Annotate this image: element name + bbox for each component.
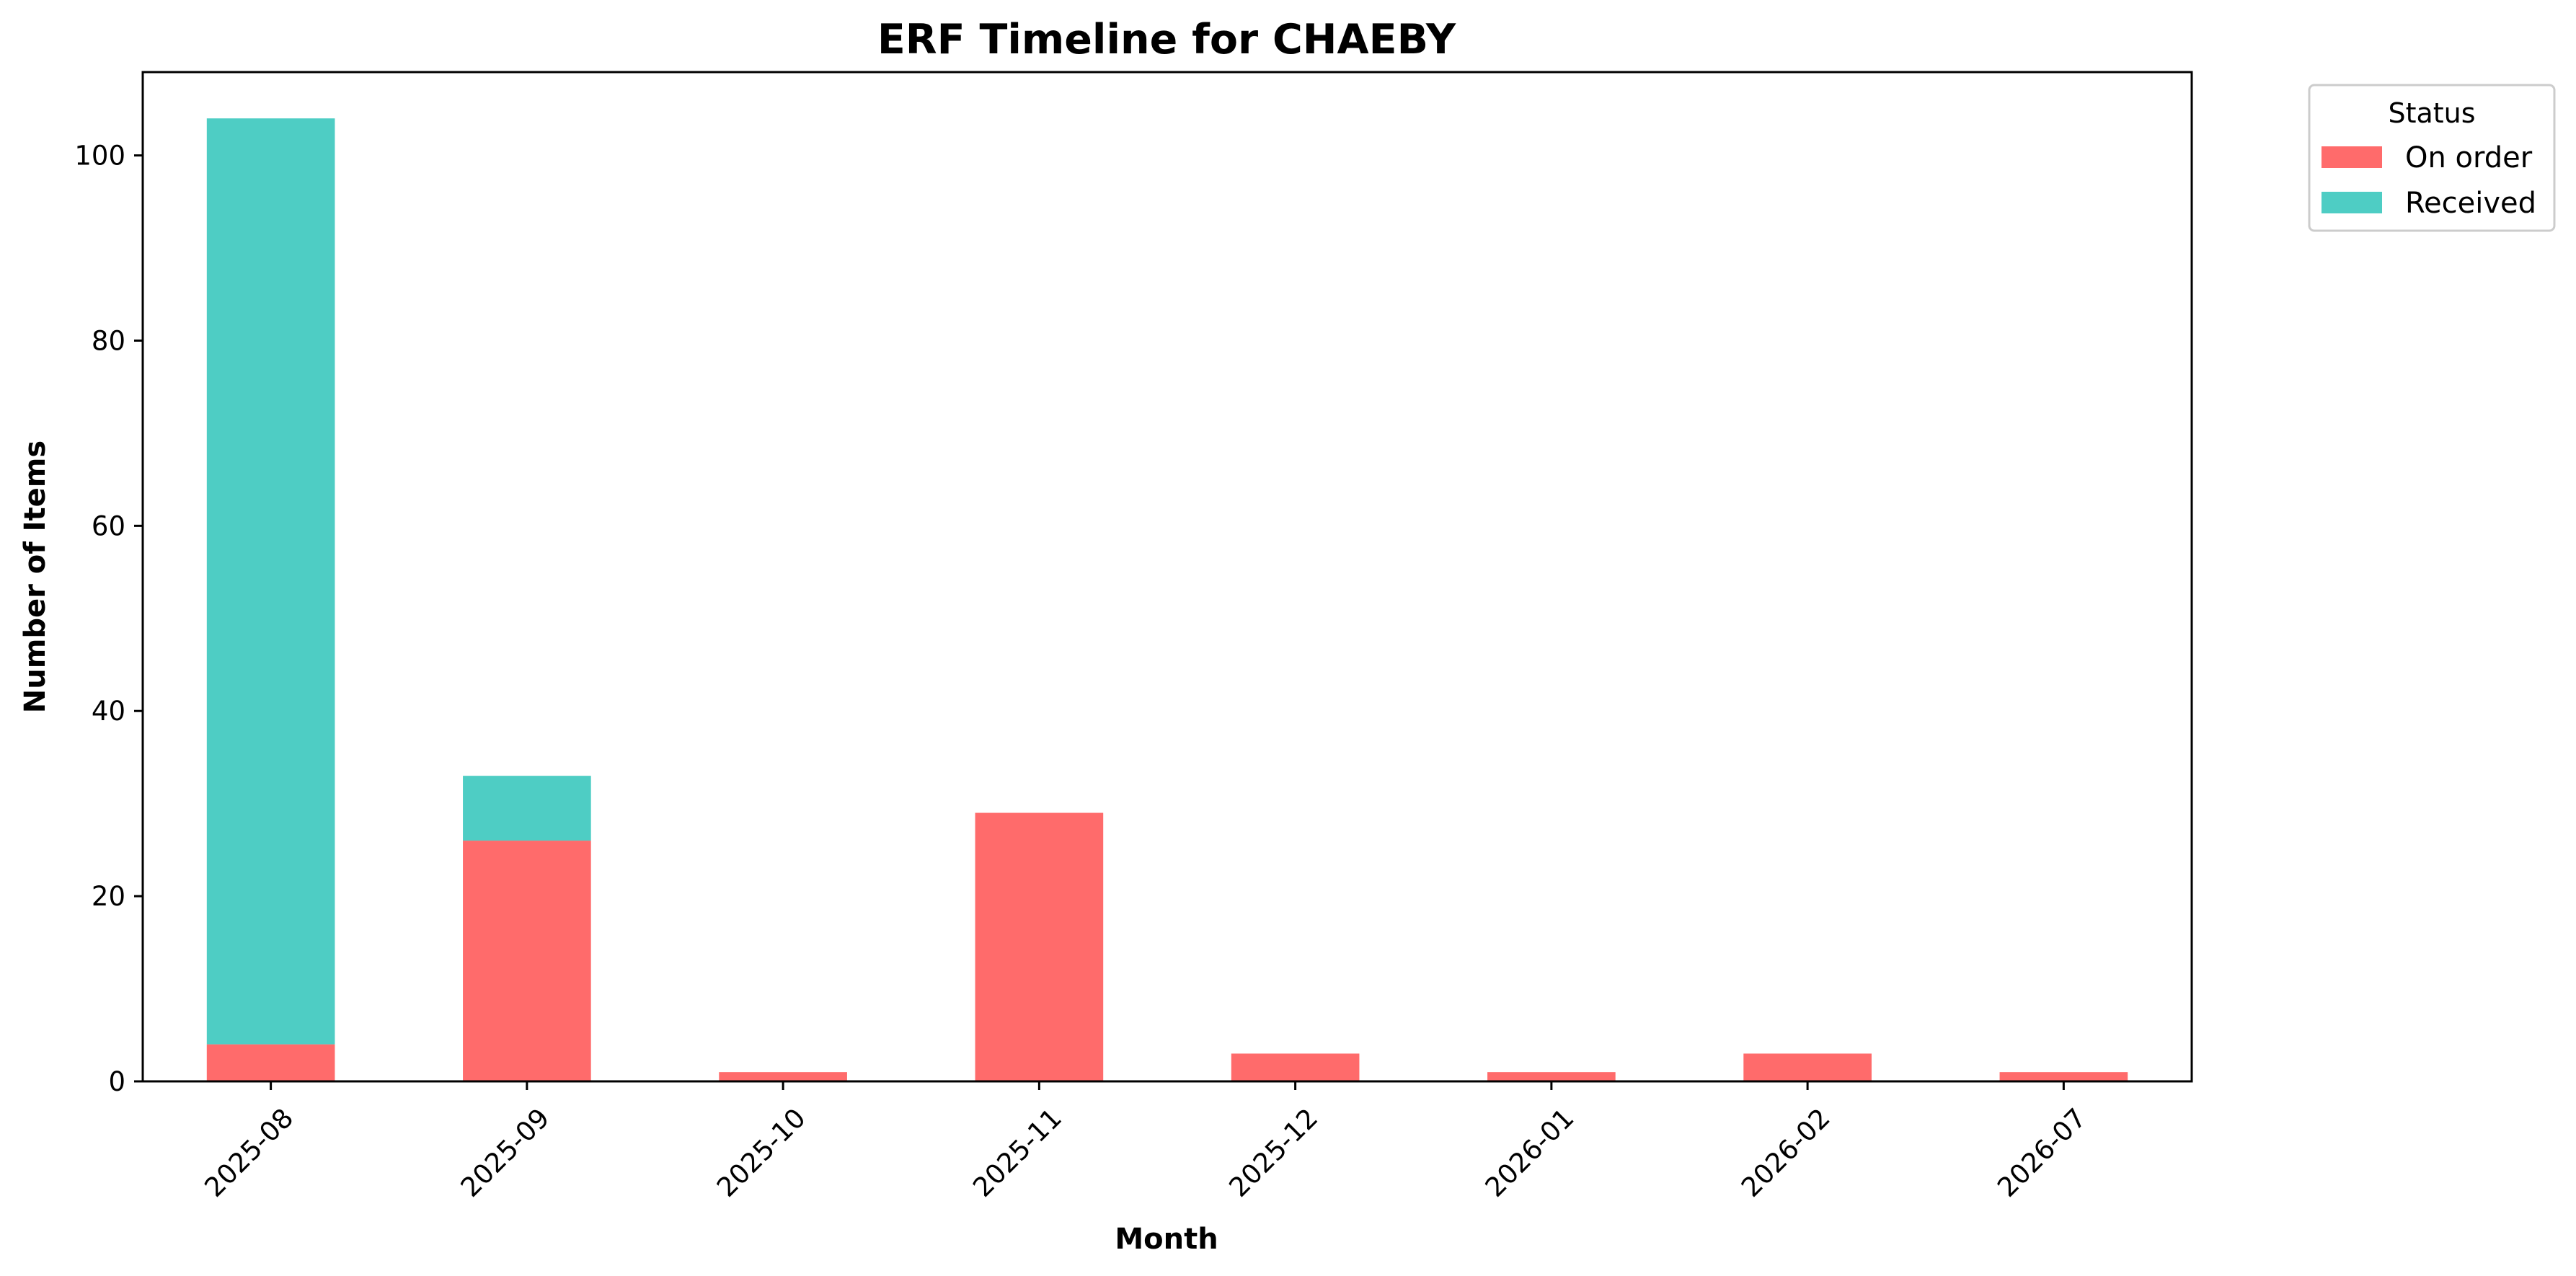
y-axis-label: Number of Items xyxy=(19,440,52,713)
y-tick-label: 40 xyxy=(92,696,125,727)
bar-on-order-2025-09 xyxy=(463,841,591,1081)
bars-layer xyxy=(206,118,2128,1081)
bar-on-order-2025-08 xyxy=(206,1044,335,1081)
y-tick-label: 20 xyxy=(92,881,125,912)
y-tick-label: 0 xyxy=(108,1066,125,1097)
y-tick-label: 100 xyxy=(74,141,125,172)
bar-received-2025-09 xyxy=(463,776,591,841)
y-tick-label: 60 xyxy=(92,510,125,541)
bar-on-order-2025-10 xyxy=(719,1072,847,1081)
bar-on-order-2025-12 xyxy=(1231,1053,1360,1081)
legend-swatch-on-order xyxy=(2322,146,2382,168)
legend-label-on-order: On order xyxy=(2405,141,2533,174)
bar-received-2025-08 xyxy=(206,118,335,1045)
legend-swatch-received xyxy=(2322,192,2382,213)
legend: Status On order Received xyxy=(2308,84,2556,232)
x-axis-label: Month xyxy=(1115,1223,1218,1256)
bar-on-order-2026-01 xyxy=(1487,1072,1616,1081)
y-axis: 0 20 40 60 80 100 xyxy=(74,141,143,1097)
plot-frame xyxy=(141,71,2193,1083)
y-tick-label: 80 xyxy=(92,325,125,356)
bar-on-order-2026-02 xyxy=(1743,1053,1872,1081)
bar-on-order-2026-07 xyxy=(1999,1072,2128,1081)
bar-on-order-2025-11 xyxy=(975,812,1104,1081)
legend-title: Status xyxy=(2388,97,2475,129)
legend-items: On order Received xyxy=(2322,141,2536,220)
legend-label-received: Received xyxy=(2405,187,2536,220)
chart-title: ERF Timeline for CHAEBY xyxy=(877,16,1456,63)
